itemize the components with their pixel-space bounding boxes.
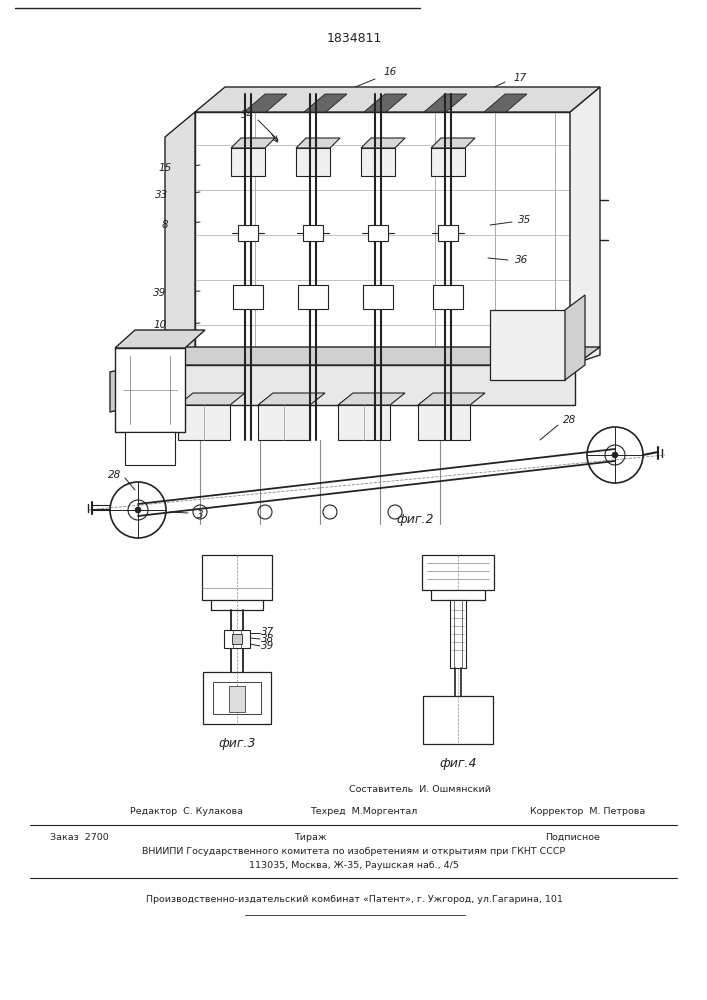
Text: 17: 17 xyxy=(513,73,527,83)
Polygon shape xyxy=(110,365,140,412)
Text: 28: 28 xyxy=(108,470,122,480)
Text: Составитель  И. Ошмянский: Составитель И. Ошмянский xyxy=(349,786,491,794)
Polygon shape xyxy=(258,405,310,440)
Polygon shape xyxy=(570,87,600,365)
Polygon shape xyxy=(165,112,195,390)
Polygon shape xyxy=(338,405,390,440)
Text: фиг.2: фиг.2 xyxy=(396,514,434,526)
Polygon shape xyxy=(202,555,272,600)
Text: Производственно-издательский комбинат «Патент», г. Ужгород, ул.Гагарина, 101: Производственно-издательский комбинат «П… xyxy=(146,896,563,904)
Polygon shape xyxy=(213,682,261,714)
Text: 8: 8 xyxy=(162,220,168,230)
Text: Подписное: Подписное xyxy=(545,832,600,842)
Text: 16: 16 xyxy=(383,67,397,77)
Circle shape xyxy=(612,452,618,458)
Text: Тираж: Тираж xyxy=(293,832,326,842)
Text: фиг.4: фиг.4 xyxy=(439,758,477,770)
Polygon shape xyxy=(231,138,275,148)
Polygon shape xyxy=(361,138,405,148)
Text: ВНИИПИ Государственного комитета по изобретениям и открытиям при ГКНТ СССР: ВНИИПИ Государственного комитета по изоб… xyxy=(142,846,566,856)
Polygon shape xyxy=(438,225,458,241)
Text: Корректор  М. Петрова: Корректор М. Петрова xyxy=(530,808,645,816)
Polygon shape xyxy=(361,148,395,176)
Polygon shape xyxy=(450,600,466,668)
Polygon shape xyxy=(178,393,245,405)
Text: 10: 10 xyxy=(153,320,167,330)
Polygon shape xyxy=(203,672,271,724)
Text: 15: 15 xyxy=(158,163,172,173)
Polygon shape xyxy=(258,393,325,405)
Polygon shape xyxy=(431,148,465,176)
Polygon shape xyxy=(364,94,407,112)
Text: фиг.3: фиг.3 xyxy=(218,738,256,750)
Polygon shape xyxy=(490,310,565,380)
Polygon shape xyxy=(115,348,185,432)
Text: 36: 36 xyxy=(515,255,529,265)
Polygon shape xyxy=(484,94,527,112)
Polygon shape xyxy=(178,405,230,440)
Polygon shape xyxy=(424,94,467,112)
Polygon shape xyxy=(565,295,585,380)
Polygon shape xyxy=(422,555,494,590)
Text: 38: 38 xyxy=(262,634,274,644)
Polygon shape xyxy=(231,148,265,176)
Polygon shape xyxy=(238,225,258,241)
Circle shape xyxy=(135,507,141,513)
Text: 34: 34 xyxy=(241,110,255,120)
Polygon shape xyxy=(363,285,393,309)
Polygon shape xyxy=(296,138,340,148)
Text: 3: 3 xyxy=(197,510,204,520)
Polygon shape xyxy=(195,112,570,365)
Polygon shape xyxy=(433,285,463,309)
Polygon shape xyxy=(423,696,493,744)
Text: Заказ  2700: Заказ 2700 xyxy=(50,832,109,842)
Polygon shape xyxy=(304,94,347,112)
Polygon shape xyxy=(296,148,330,176)
Polygon shape xyxy=(140,347,600,365)
Polygon shape xyxy=(115,330,205,348)
Polygon shape xyxy=(224,630,250,648)
Polygon shape xyxy=(195,87,600,112)
Text: 33: 33 xyxy=(156,190,169,200)
Polygon shape xyxy=(418,393,485,405)
Text: 1834811: 1834811 xyxy=(327,31,382,44)
Polygon shape xyxy=(298,285,328,309)
Polygon shape xyxy=(338,393,405,405)
Polygon shape xyxy=(140,365,575,405)
Text: 39: 39 xyxy=(153,288,167,298)
Polygon shape xyxy=(418,405,470,440)
Polygon shape xyxy=(303,225,323,241)
Text: Редактор  С. Кулакова: Редактор С. Кулакова xyxy=(130,808,243,816)
Text: 35: 35 xyxy=(518,215,532,225)
Polygon shape xyxy=(368,225,388,241)
Polygon shape xyxy=(233,285,263,309)
Text: 28: 28 xyxy=(563,415,577,425)
Polygon shape xyxy=(125,432,175,465)
Text: 39: 39 xyxy=(262,641,274,651)
Polygon shape xyxy=(431,138,475,148)
Text: 37: 37 xyxy=(262,627,274,637)
Polygon shape xyxy=(244,94,287,112)
Text: 113035, Москва, Ж-35, Раушская наб., 4/5: 113035, Москва, Ж-35, Раушская наб., 4/5 xyxy=(249,860,459,869)
Text: Техред  М.Моргентал: Техред М.Моргентал xyxy=(310,808,417,816)
Polygon shape xyxy=(229,686,245,712)
Polygon shape xyxy=(232,634,242,644)
